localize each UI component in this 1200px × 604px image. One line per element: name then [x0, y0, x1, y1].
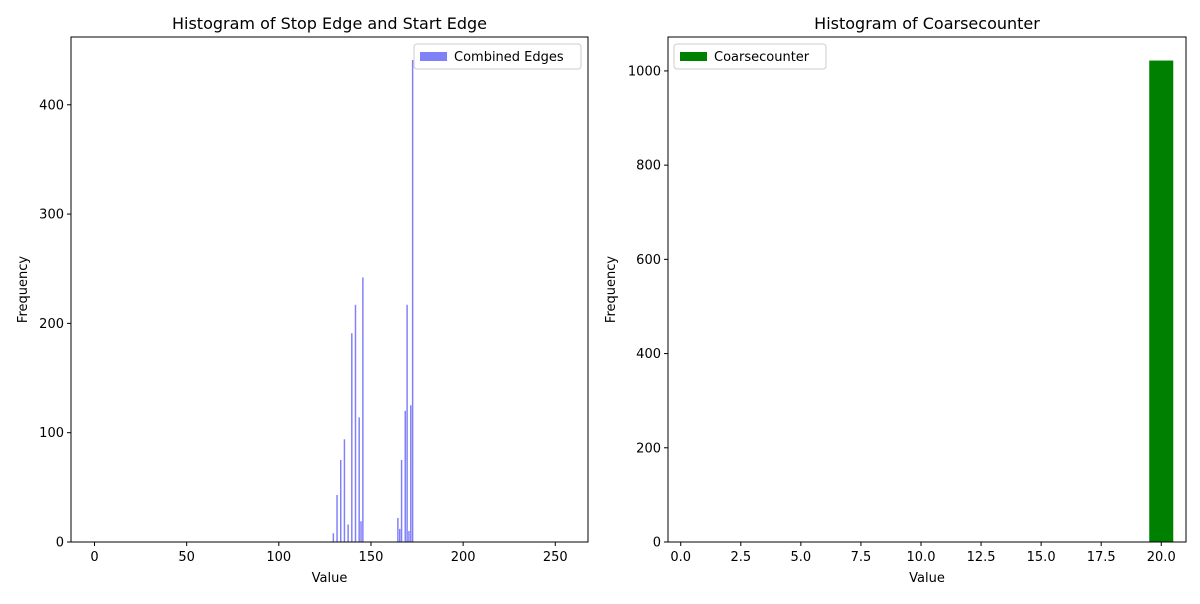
right-chart-panel: Histogram of Coarsecounter 0.0 2.5 5.0 7.5 10…: [604, 14, 1187, 586]
x-tick-label: 5.0: [791, 550, 812, 565]
chart-title: Histogram of Coarsecounter: [814, 14, 1040, 33]
x-tick-label: 2.5: [730, 550, 751, 565]
x-tick-label: 50: [178, 550, 195, 565]
x-tick-label: 12.5: [967, 550, 996, 565]
x-tick-label: 100: [266, 550, 291, 565]
histogram-bar: [406, 304, 408, 542]
histogram-bar: [362, 277, 364, 542]
plot-frame: [70, 36, 589, 543]
x-tick-label: 15.0: [1027, 550, 1056, 565]
plot-frame: [667, 36, 1187, 543]
y-axis-label: Frequency: [604, 256, 619, 323]
chart-title: Histogram of Stop Edge and Start Edge: [172, 14, 487, 33]
y-tick-label: 400: [39, 98, 64, 113]
bars-group: [332, 59, 414, 543]
y-tick-label: 1000: [628, 64, 661, 79]
histogram-bar: [411, 59, 414, 543]
histogram-bar: [358, 417, 360, 542]
y-tick-label: 300: [39, 208, 64, 223]
x-tick-label: 250: [543, 550, 568, 565]
y-tick-label: 200: [636, 441, 661, 456]
y-tick-label: 0: [56, 536, 64, 551]
x-tick-label: 17.5: [1087, 550, 1116, 565]
legend-label: Coarsecounter: [714, 50, 810, 65]
histogram-bar: [354, 304, 357, 542]
x-axis-label: Value: [909, 571, 945, 586]
y-axis-label: Frequency: [16, 256, 31, 323]
histogram-bar: [410, 405, 412, 542]
y-tick-label: 0: [653, 536, 661, 551]
x-tick-label: 200: [451, 550, 476, 565]
histogram-bar: [397, 517, 399, 542]
y-tick-label: 800: [636, 159, 661, 174]
y-tick-label: 200: [39, 317, 64, 332]
legend-swatch: [680, 52, 707, 61]
bars-group: [1149, 60, 1174, 542]
x-tick-label: 20.0: [1147, 550, 1176, 565]
x-tick-label: 0: [90, 550, 98, 565]
histogram-bar: [336, 494, 338, 542]
histogram-bar: [408, 531, 410, 542]
x-axis-label: Value: [312, 571, 348, 586]
histogram-bar: [360, 521, 362, 542]
legend-label: Combined Edges: [454, 50, 564, 65]
histogram-bar: [340, 460, 342, 542]
x-tick-label: 150: [359, 550, 384, 565]
histogram-bar: [343, 439, 346, 542]
x-tick-label: 0.0: [670, 550, 691, 565]
y-tick-label: 100: [39, 426, 64, 441]
histogram-bar: [351, 333, 353, 542]
histogram-bar: [400, 460, 403, 542]
legend: Coarsecounter: [673, 43, 827, 70]
histogram-bar: [404, 410, 406, 542]
x-tick-label: 10.0: [907, 550, 936, 565]
legend-swatch: [420, 52, 447, 61]
x-tick-label: 7.5: [851, 550, 872, 565]
histogram-bar: [1149, 60, 1174, 542]
left-chart-panel: Histogram of Stop Edge and Start Edge 0 50…: [16, 14, 589, 586]
y-tick-label: 600: [636, 253, 661, 268]
y-tick-label: 400: [636, 347, 661, 362]
histogram-bar: [398, 528, 401, 542]
histogram-bar: [347, 524, 349, 542]
legend: Combined Edges: [413, 43, 582, 70]
histogram-bar: [332, 533, 335, 542]
